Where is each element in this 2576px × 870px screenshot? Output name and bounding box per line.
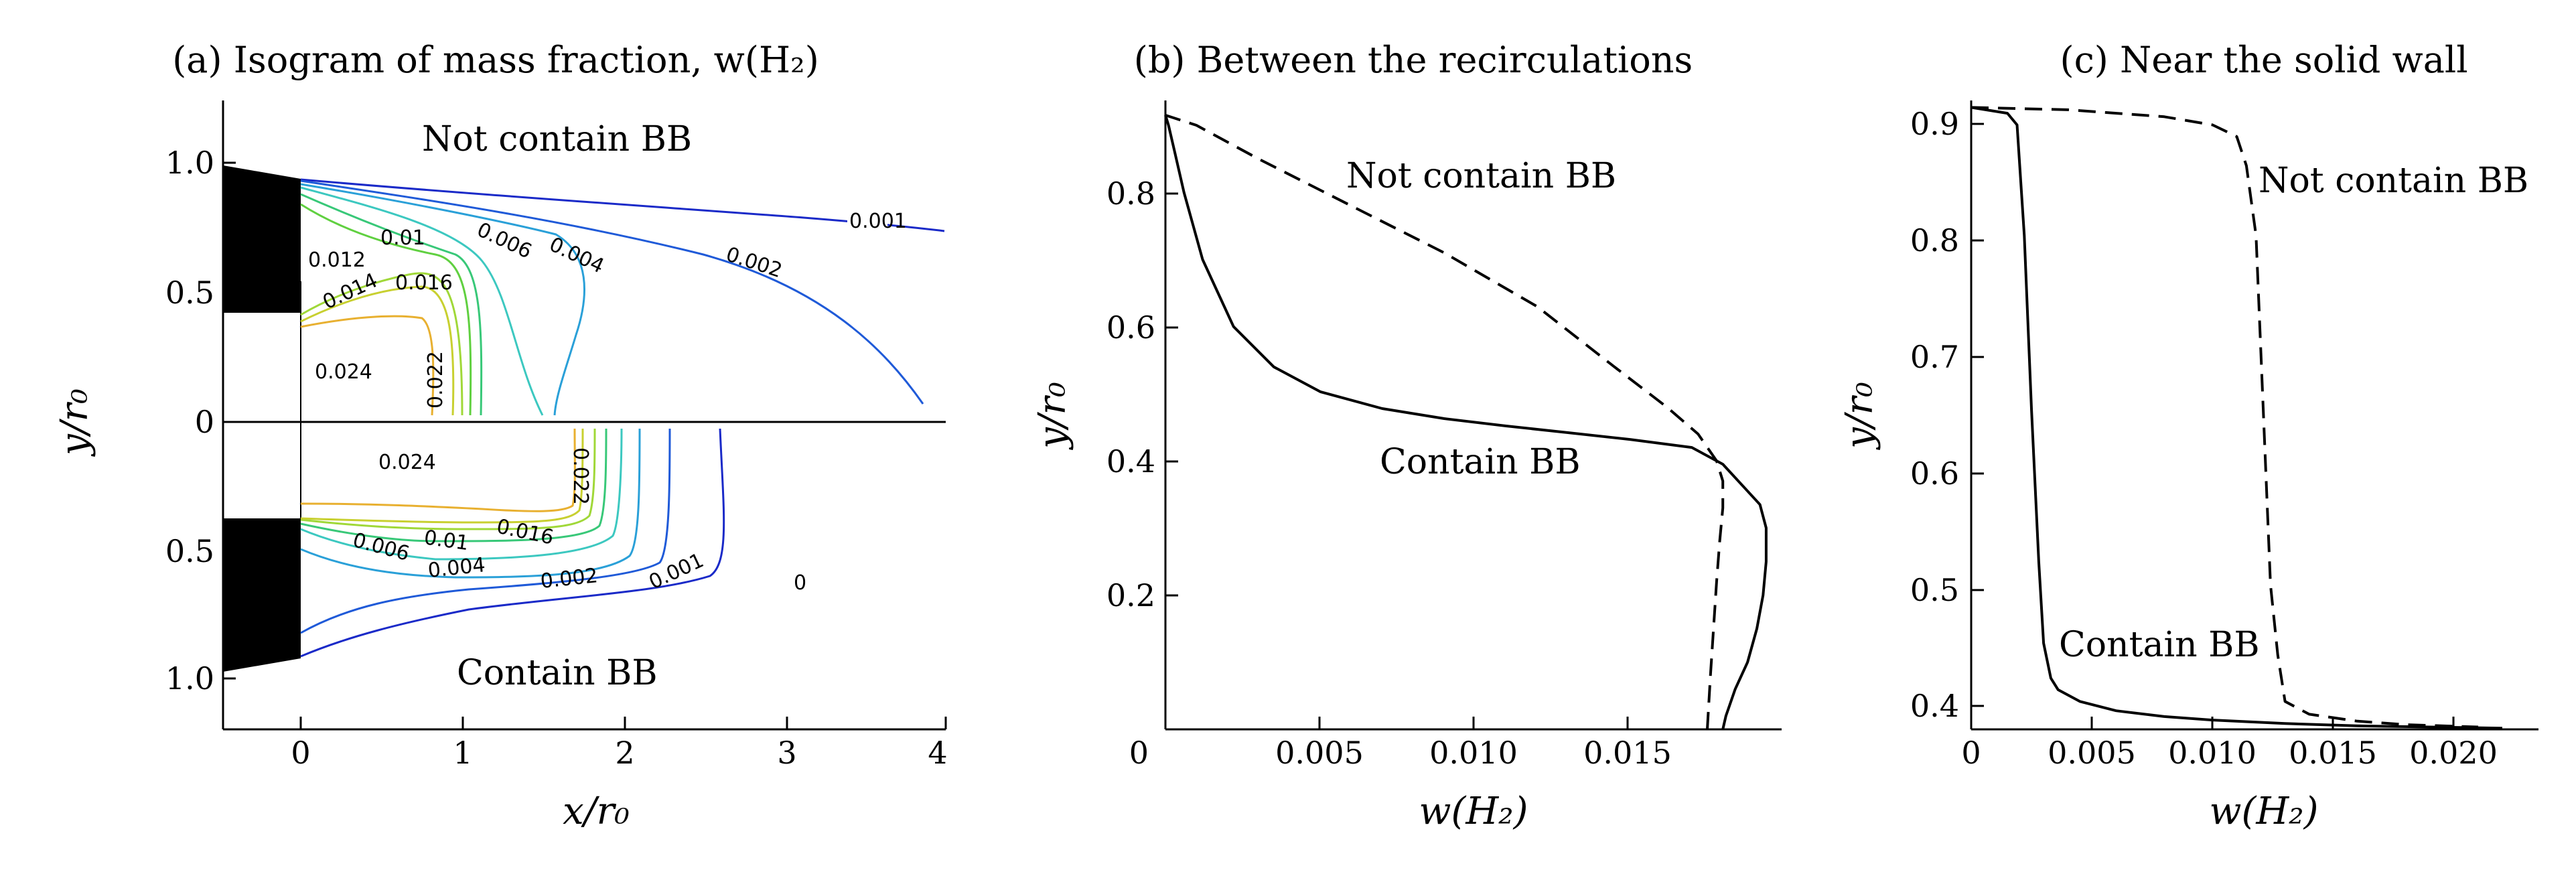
panel-b-annotation-solid: Contain BB bbox=[1380, 442, 1581, 482]
upper-contour-0.016 bbox=[300, 285, 455, 416]
panel-c-xlabel: w(H₂) bbox=[2210, 790, 2319, 833]
lower-label-0.004: 0.004 bbox=[427, 553, 486, 583]
lower-contour-0.016 bbox=[300, 428, 584, 524]
panel-b-ytick-2: 0.4 bbox=[1106, 443, 1155, 480]
panel-c-xtick-0: 0 bbox=[1961, 735, 1981, 771]
upper-contour-0.01 bbox=[300, 193, 483, 416]
upper-contour-0.001 bbox=[300, 178, 945, 232]
lower-contour-0.01 bbox=[300, 428, 607, 542]
panel-c-ytick-0: 0.4 bbox=[1910, 688, 1959, 724]
upper-label-0.024: 0.024 bbox=[315, 360, 372, 384]
upper-contour-0.006 bbox=[300, 186, 544, 416]
panel-b-series-dashed bbox=[1165, 114, 1725, 730]
panel-a-xtick-3: 3 bbox=[777, 735, 796, 771]
panel-b-ytick-1: 0.2 bbox=[1106, 577, 1155, 613]
lower-contour-0.022 bbox=[300, 428, 576, 512]
lower-contour-0.004 bbox=[300, 428, 641, 579]
lower-label-0.01: 0.01 bbox=[423, 526, 470, 555]
panel-b-ylabel: y/r₀ bbox=[1031, 382, 1074, 451]
upper-contours bbox=[300, 178, 945, 416]
panel-a: (a) Isogram of mass fraction, w(H₂) 1.0 … bbox=[53, 39, 948, 833]
panel-a-ytick-1: 1.0 bbox=[165, 145, 214, 181]
panel-b-plot bbox=[1164, 114, 1768, 730]
panel-c-annotation-dashed: Not contain BB bbox=[2259, 161, 2528, 201]
panel-a-xtick-1: 1 bbox=[453, 735, 472, 771]
lower-label-0: 0 bbox=[794, 571, 806, 595]
panel-c-ytick-2: 0.6 bbox=[1910, 455, 1959, 492]
panel-c-series-dashed bbox=[1971, 106, 2478, 729]
panel-b-ytick-4: 0.8 bbox=[1106, 175, 1155, 212]
upper-label-0.012: 0.012 bbox=[308, 248, 366, 272]
panel-a-ytick-2: 0.5 bbox=[165, 275, 214, 311]
upper-contour-0.002 bbox=[300, 179, 924, 405]
panel-c-ytick-5: 0.9 bbox=[1910, 106, 1959, 142]
panel-c-xtick-2: 0.010 bbox=[2168, 735, 2257, 771]
lower-label-0.002: 0.002 bbox=[539, 564, 599, 593]
bluff-body-upper bbox=[223, 165, 301, 313]
panel-a-ytick-3: 0 bbox=[195, 404, 214, 440]
panel-c-annotation-solid: Contain BB bbox=[2059, 625, 2260, 665]
panel-c-ytick-3: 0.7 bbox=[1910, 339, 1959, 375]
lower-contour-0.014 bbox=[300, 428, 596, 530]
lower-contour-0.002 bbox=[300, 428, 671, 634]
upper-label-0.016: 0.016 bbox=[395, 271, 453, 295]
panel-b-xtick-3: 0.015 bbox=[1583, 735, 1672, 771]
lower-contours bbox=[300, 428, 725, 658]
panel-c-plot bbox=[1971, 106, 2502, 730]
panel-c-ylabel: y/r₀ bbox=[1838, 382, 1881, 451]
panel-b: (b) Between the recirculations 0 0.2 0.4… bbox=[1031, 39, 1782, 833]
upper-contour-0.014 bbox=[300, 272, 463, 416]
upper-label-0.01: 0.01 bbox=[380, 226, 425, 250]
upper-label-0.001: 0.001 bbox=[849, 210, 907, 233]
upper-label-0.002: 0.002 bbox=[723, 242, 786, 283]
lower-contour-0.006 bbox=[300, 428, 623, 561]
upper-contour-0.012 bbox=[300, 203, 472, 416]
lower-label-0.006: 0.006 bbox=[350, 528, 412, 566]
upper-label-0.006: 0.006 bbox=[474, 218, 536, 264]
panel-a-ylabel: y/r₀ bbox=[53, 388, 96, 457]
lower-contour-0.001 bbox=[300, 428, 725, 658]
panel-c-xtick-3: 0.015 bbox=[2289, 735, 2377, 771]
panel-c-title: (c) Near the solid wall bbox=[2060, 39, 2468, 81]
panel-b-title: (b) Between the recirculations bbox=[1134, 39, 1693, 81]
lower-annotation: Contain BB bbox=[457, 653, 658, 693]
upper-label-0.004: 0.004 bbox=[546, 233, 608, 279]
lower-label-0.001: 0.001 bbox=[646, 549, 708, 594]
lower-label-0.024: 0.024 bbox=[378, 451, 436, 474]
upper-label-0.022: 0.022 bbox=[424, 351, 447, 409]
panel-c-ytick-1: 0.5 bbox=[1910, 572, 1959, 608]
panel-c-ytick-4: 0.8 bbox=[1910, 222, 1959, 259]
panel-a-xtick-2: 2 bbox=[615, 735, 634, 771]
upper-annotation: Not contain BB bbox=[422, 119, 692, 159]
panel-a-title: (a) Isogram of mass fraction, w(H₂) bbox=[172, 39, 819, 81]
upper-contour-0.022 bbox=[300, 315, 435, 416]
panel-b-xtick-1: 0.005 bbox=[1275, 735, 1364, 771]
panel-b-ytick-3: 0.6 bbox=[1106, 309, 1155, 346]
panel-b-xlabel: w(H₂) bbox=[1419, 790, 1528, 833]
panel-a-xtick-0: 0 bbox=[291, 735, 310, 771]
upper-contour-0.004 bbox=[300, 183, 585, 416]
panel-a-xtick-4: 4 bbox=[928, 735, 947, 771]
panel-a-xlabel: x/r₀ bbox=[563, 790, 630, 833]
panel-a-ytick-4: 0.5 bbox=[165, 533, 214, 569]
lower-label-0.022: 0.022 bbox=[569, 447, 592, 505]
panel-b-xtick-2: 0.010 bbox=[1429, 735, 1518, 771]
panel-c-xtick-1: 0.005 bbox=[2048, 735, 2136, 771]
bluff-body-lower bbox=[223, 518, 301, 672]
upper-label-0.014: 0.014 bbox=[319, 269, 382, 314]
panel-c-series-solid bbox=[1971, 106, 2502, 730]
panel-a-ytick-5: 1.0 bbox=[165, 660, 214, 697]
panel-c: (c) Near the solid wall 0.4 0.5 0.6 0.7 … bbox=[1838, 39, 2538, 833]
panel-c-xtick-4: 0.020 bbox=[2409, 735, 2498, 771]
panel-b-series-solid bbox=[1164, 115, 1768, 730]
panel-b-annotation-dashed: Not contain BB bbox=[1346, 156, 1616, 196]
panel-b-ytick-0: 0 bbox=[1129, 735, 1149, 771]
